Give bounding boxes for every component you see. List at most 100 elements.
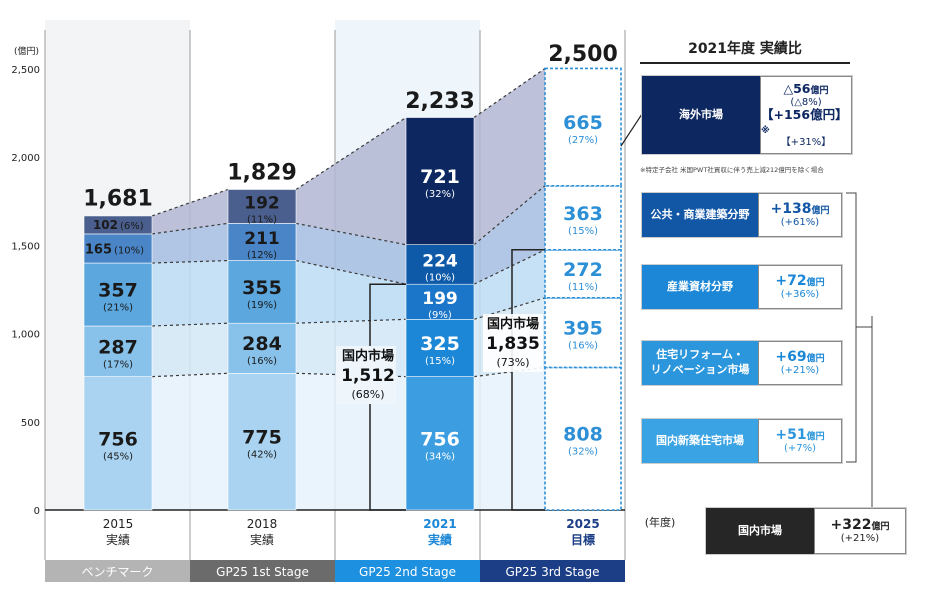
bar-segment: [227, 322, 297, 374]
bar-segment: [83, 325, 153, 377]
domestic-value-2021: 1,512: [341, 366, 395, 386]
value-label: 363: [563, 203, 603, 225]
value-label: 355: [242, 277, 282, 299]
domestic-pct: (+21%): [840, 532, 880, 544]
stage-label: ベンチマーク: [81, 565, 153, 579]
pct-label: (12%): [247, 250, 277, 261]
domestic-name: 国内市場: [706, 508, 814, 554]
annotation-bg: [483, 314, 543, 372]
segment-value: +69: [775, 348, 807, 365]
stage-label: GP25 3rd Stage: [505, 565, 599, 579]
domestic-value-2025: 1,835: [486, 334, 540, 354]
value-label: 721: [420, 166, 460, 188]
y-tick-label: 1,000: [11, 330, 40, 341]
series-area: [84, 367, 621, 510]
value-label: 284: [242, 333, 282, 355]
value-label: 199: [422, 289, 458, 309]
stage-band: [335, 560, 480, 582]
segment-values: +69億円 (+21%): [758, 341, 842, 385]
domestic-label-2021: 国内市場: [342, 348, 394, 364]
x-unit-label: (年度): [645, 515, 676, 529]
segment-pct: (+36%): [780, 288, 820, 300]
segment-name: 産業資材分野: [642, 265, 758, 309]
pct-label: (16%): [568, 341, 598, 352]
pct-label: (34%): [425, 451, 455, 462]
bar-segment: [83, 262, 153, 327]
segment-value: +51: [775, 426, 807, 443]
bar-segment: [544, 249, 622, 299]
value-label: 287: [98, 336, 138, 358]
pct-label: (10%): [425, 272, 455, 283]
y-tick-label: 1,500: [11, 241, 40, 252]
comparison-title: 2021年度 実績比: [688, 41, 802, 57]
overseas-name: 海外市場: [642, 76, 760, 154]
bar-segment: [544, 296, 622, 369]
annotation-bg: [336, 346, 396, 404]
overseas-unit: 億円: [810, 85, 829, 96]
pct-label: (16%): [247, 356, 277, 367]
boundary-connector: [151, 322, 229, 327]
series-area: [84, 68, 621, 245]
value-label: 325: [420, 333, 460, 355]
pct-label: (10%): [114, 245, 144, 256]
domestic-label-2025: 国内市場: [487, 316, 539, 332]
domestic-pct-2025: (73%): [496, 356, 529, 369]
bar-segment: [544, 184, 622, 251]
value-label: 808: [563, 424, 603, 446]
stage-label: GP25 2nd Stage: [359, 565, 456, 579]
segment-values: +72億円 (+36%): [758, 265, 842, 309]
pct-label: (15%): [568, 226, 598, 237]
category-sub: 実績: [428, 532, 452, 547]
stage-label: GP25 1st Stage: [216, 565, 309, 579]
domestic-value: +322: [830, 516, 872, 533]
segment-values: +51億円 (+7%): [758, 419, 842, 463]
bar-segment: [544, 67, 622, 187]
category-sub: 実績: [106, 532, 130, 547]
segment-name: 公共・商業建築分野: [642, 193, 758, 237]
series-area: [84, 249, 621, 327]
domestic-bracket-2025: [511, 249, 545, 511]
pct-label: (32%): [568, 447, 598, 458]
bar-segment: [83, 376, 153, 511]
bar-segment: [544, 366, 622, 511]
bar-segment: [227, 189, 297, 224]
pct-label: (45%): [103, 451, 133, 462]
total-label: 1,829: [227, 160, 297, 185]
comparison-rule: [640, 62, 850, 64]
pct-label: (42%): [247, 450, 277, 461]
pct-label: (11%): [568, 282, 598, 293]
total-label: 2,500: [548, 42, 618, 67]
overseas-values: △56億円 (△8%) 【+156億円】 ※ 【+31%】: [760, 76, 852, 154]
series-area: [84, 185, 621, 285]
overseas-adjusted-pct: 【+31%】: [780, 136, 832, 148]
bar-segment: [227, 372, 297, 511]
segment-row: 住宅リフォーム・ リノベーション市場 +69億円 (+21%): [642, 341, 842, 385]
segment-name: 住宅リフォーム・ リノベーション市場: [642, 341, 758, 385]
bar-segment: [405, 319, 475, 377]
boundary-connector: [295, 259, 407, 285]
overseas-pct: (△8%): [790, 96, 822, 108]
pct-label: (9%): [428, 310, 452, 321]
overseas-row: 海外市場 △56億円 (△8%) 【+156億円】 ※ 【+31%】: [642, 76, 852, 154]
bar-segment: [227, 223, 297, 261]
value-label: 192: [244, 193, 280, 213]
y-tick-label: 2,000: [11, 153, 40, 164]
pct-label: (32%): [425, 189, 455, 200]
category-year: 2021: [423, 517, 456, 531]
bar-segment: [405, 117, 475, 245]
stage-band: [480, 560, 625, 582]
segment-unit: 億円: [806, 277, 825, 288]
pct-label: (17%): [103, 359, 133, 370]
category-sub: 目標: [571, 532, 595, 547]
overseas-value: △56: [783, 80, 811, 96]
value-label: 395: [563, 318, 603, 340]
bar-segment: [405, 244, 475, 285]
boundary-connector: [295, 117, 407, 190]
domestic-unit: 億円: [871, 521, 890, 532]
segment-row: 国内新築住宅市場 +51億円 (+7%): [642, 419, 842, 463]
boundary-connector: [295, 318, 407, 324]
category-year: 2025: [566, 517, 599, 531]
stage-band: [45, 560, 190, 582]
y-tick-label: 0: [34, 506, 40, 517]
bar-segment: [405, 376, 475, 511]
